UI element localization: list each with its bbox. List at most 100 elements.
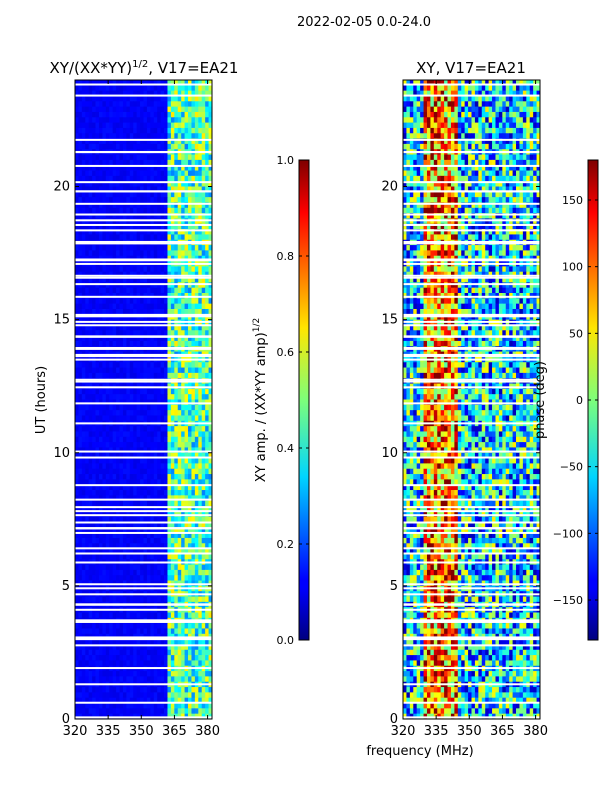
amplitude-heat-cell — [167, 340, 172, 347]
amplitude-heat-cell — [75, 660, 79, 667]
amplitude-heat-cell — [129, 367, 134, 374]
amplitude-heat-cell — [191, 569, 196, 576]
amplitude-heat-cell — [181, 596, 185, 603]
amplitude-heat-cell — [174, 165, 179, 171]
amplitude-heat-cell — [105, 207, 110, 214]
amplitude-heat-cell — [160, 660, 165, 667]
amplitude-heat-cell — [143, 266, 148, 273]
amplitude-heat-cell — [191, 639, 196, 645]
amplitude-heat-cell — [160, 394, 165, 400]
amplitude-heat-cell — [98, 245, 103, 251]
amplitude-heat-cell — [201, 223, 206, 230]
amplitude-heat-cell — [126, 415, 131, 422]
amplitude-flagged-row — [75, 324, 212, 327]
amplitude-heat-cell — [208, 399, 213, 406]
amplitude-heat-cell — [167, 442, 172, 448]
amplitude-heat-cell — [136, 628, 141, 635]
amplitude-heat-cell — [181, 436, 185, 443]
amplitude-heat-cell — [119, 197, 124, 203]
amplitude-heat-cell — [116, 649, 120, 656]
amplitude-heat-cell — [92, 367, 96, 374]
amplitude-heat-cell — [157, 703, 162, 709]
amplitude-flagged-row — [75, 587, 212, 590]
amplitude-heat-cell — [164, 628, 168, 635]
amplitude-heat-cell — [88, 298, 93, 305]
amplitude-heat-cell — [150, 521, 155, 528]
amplitude-heat-cell — [184, 85, 189, 92]
amplitude-heat-cell — [205, 367, 209, 374]
amplitude-heat-cell — [112, 527, 117, 534]
amplitude-heat-cell — [85, 90, 90, 97]
amplitude-heat-cell — [81, 229, 86, 235]
amplitude-heat-cell — [129, 165, 134, 171]
amplitude-heat-cell — [112, 575, 117, 581]
amplitude-heat-cell — [75, 122, 79, 129]
amplitude-heat-cell — [75, 490, 79, 496]
amplitude-heat-cell — [143, 500, 148, 507]
amplitude-heat-cell — [75, 330, 79, 336]
amplitude-heat-cell — [140, 287, 144, 294]
amplitude-heat-cell — [98, 117, 103, 124]
amplitude-flagged-row — [75, 593, 212, 596]
amplitude-heat-cell — [116, 308, 120, 315]
amplitude-heat-cell — [105, 692, 110, 699]
amplitude-heat-cell — [153, 537, 158, 544]
amplitude-heat-cell — [116, 410, 120, 416]
amplitude-heat-cell — [88, 410, 93, 416]
amplitude-heat-cell — [95, 495, 100, 502]
amplitude-heat-cell — [88, 266, 93, 273]
amplitude-heat-cell — [102, 399, 107, 406]
amplitude-heat-cell — [150, 442, 155, 448]
amplitude-heat-cell — [126, 495, 131, 502]
amplitude-heat-cell — [92, 521, 96, 528]
amplitude-heat-cell — [98, 655, 103, 661]
amplitude-heat-cell — [92, 388, 96, 395]
amplitude-heat-cell — [201, 282, 206, 289]
amplitude-heat-cell — [92, 639, 96, 645]
amplitude-heat-cell — [126, 340, 131, 347]
amplitude-heat-cell — [129, 117, 134, 124]
amplitude-heat-cell — [75, 117, 79, 124]
amplitude-heat-cell — [184, 80, 189, 86]
amplitude-heat-cell — [98, 490, 103, 496]
amplitude-heat-cell — [88, 516, 93, 523]
amplitude-heat-cell — [160, 463, 165, 470]
amplitude-heat-cell — [112, 287, 117, 294]
amplitude-heat-cell — [194, 474, 199, 480]
amplitude-heat-cell — [160, 447, 165, 454]
amplitude-heat-cell — [181, 452, 185, 459]
amplitude-heat-cell — [170, 122, 175, 129]
amplitude-heat-cell — [198, 277, 203, 283]
amplitude-heat-cell — [164, 415, 168, 422]
amplitude-heat-cell — [160, 85, 165, 92]
amplitude-heat-cell — [112, 676, 117, 683]
phase-heat-cell — [440, 80, 445, 86]
amplitude-heat-cell — [129, 372, 134, 379]
amplitude-heat-cell — [88, 287, 93, 294]
amplitude-heat-cell — [208, 516, 213, 523]
amplitude-heat-cell — [184, 186, 189, 193]
amplitude-heat-cell — [122, 708, 127, 715]
amplitude-heat-cell — [136, 127, 141, 134]
amplitude-heat-cell — [81, 612, 86, 619]
amplitude-heat-cell — [157, 676, 162, 683]
amplitude-heat-cell — [126, 335, 131, 342]
amplitude-heat-cell — [102, 521, 107, 528]
amplitude-heat-cell — [146, 564, 151, 571]
amplitude-heat-cell — [92, 415, 96, 422]
amplitude-heat-cell — [205, 612, 209, 619]
amplitude-heat-cell — [146, 271, 151, 278]
amplitude-heat-cell — [167, 154, 172, 161]
amplitude-heat-cell — [133, 447, 138, 454]
amplitude-colorbar-label-exponent: 1/2 — [252, 318, 262, 332]
amplitude-heat-cell — [75, 655, 79, 661]
amplitude-heat-cell — [157, 277, 162, 283]
amplitude-heat-cell — [160, 436, 165, 443]
amplitude-heat-cell — [140, 197, 144, 203]
amplitude-heat-cell — [143, 708, 148, 715]
amplitude-heat-cell — [119, 575, 124, 581]
amplitude-heat-cell — [109, 676, 114, 683]
amplitude-heat-cell — [157, 191, 162, 198]
amplitude-heat-cell — [105, 500, 110, 507]
amplitude-heat-cell — [105, 687, 110, 693]
